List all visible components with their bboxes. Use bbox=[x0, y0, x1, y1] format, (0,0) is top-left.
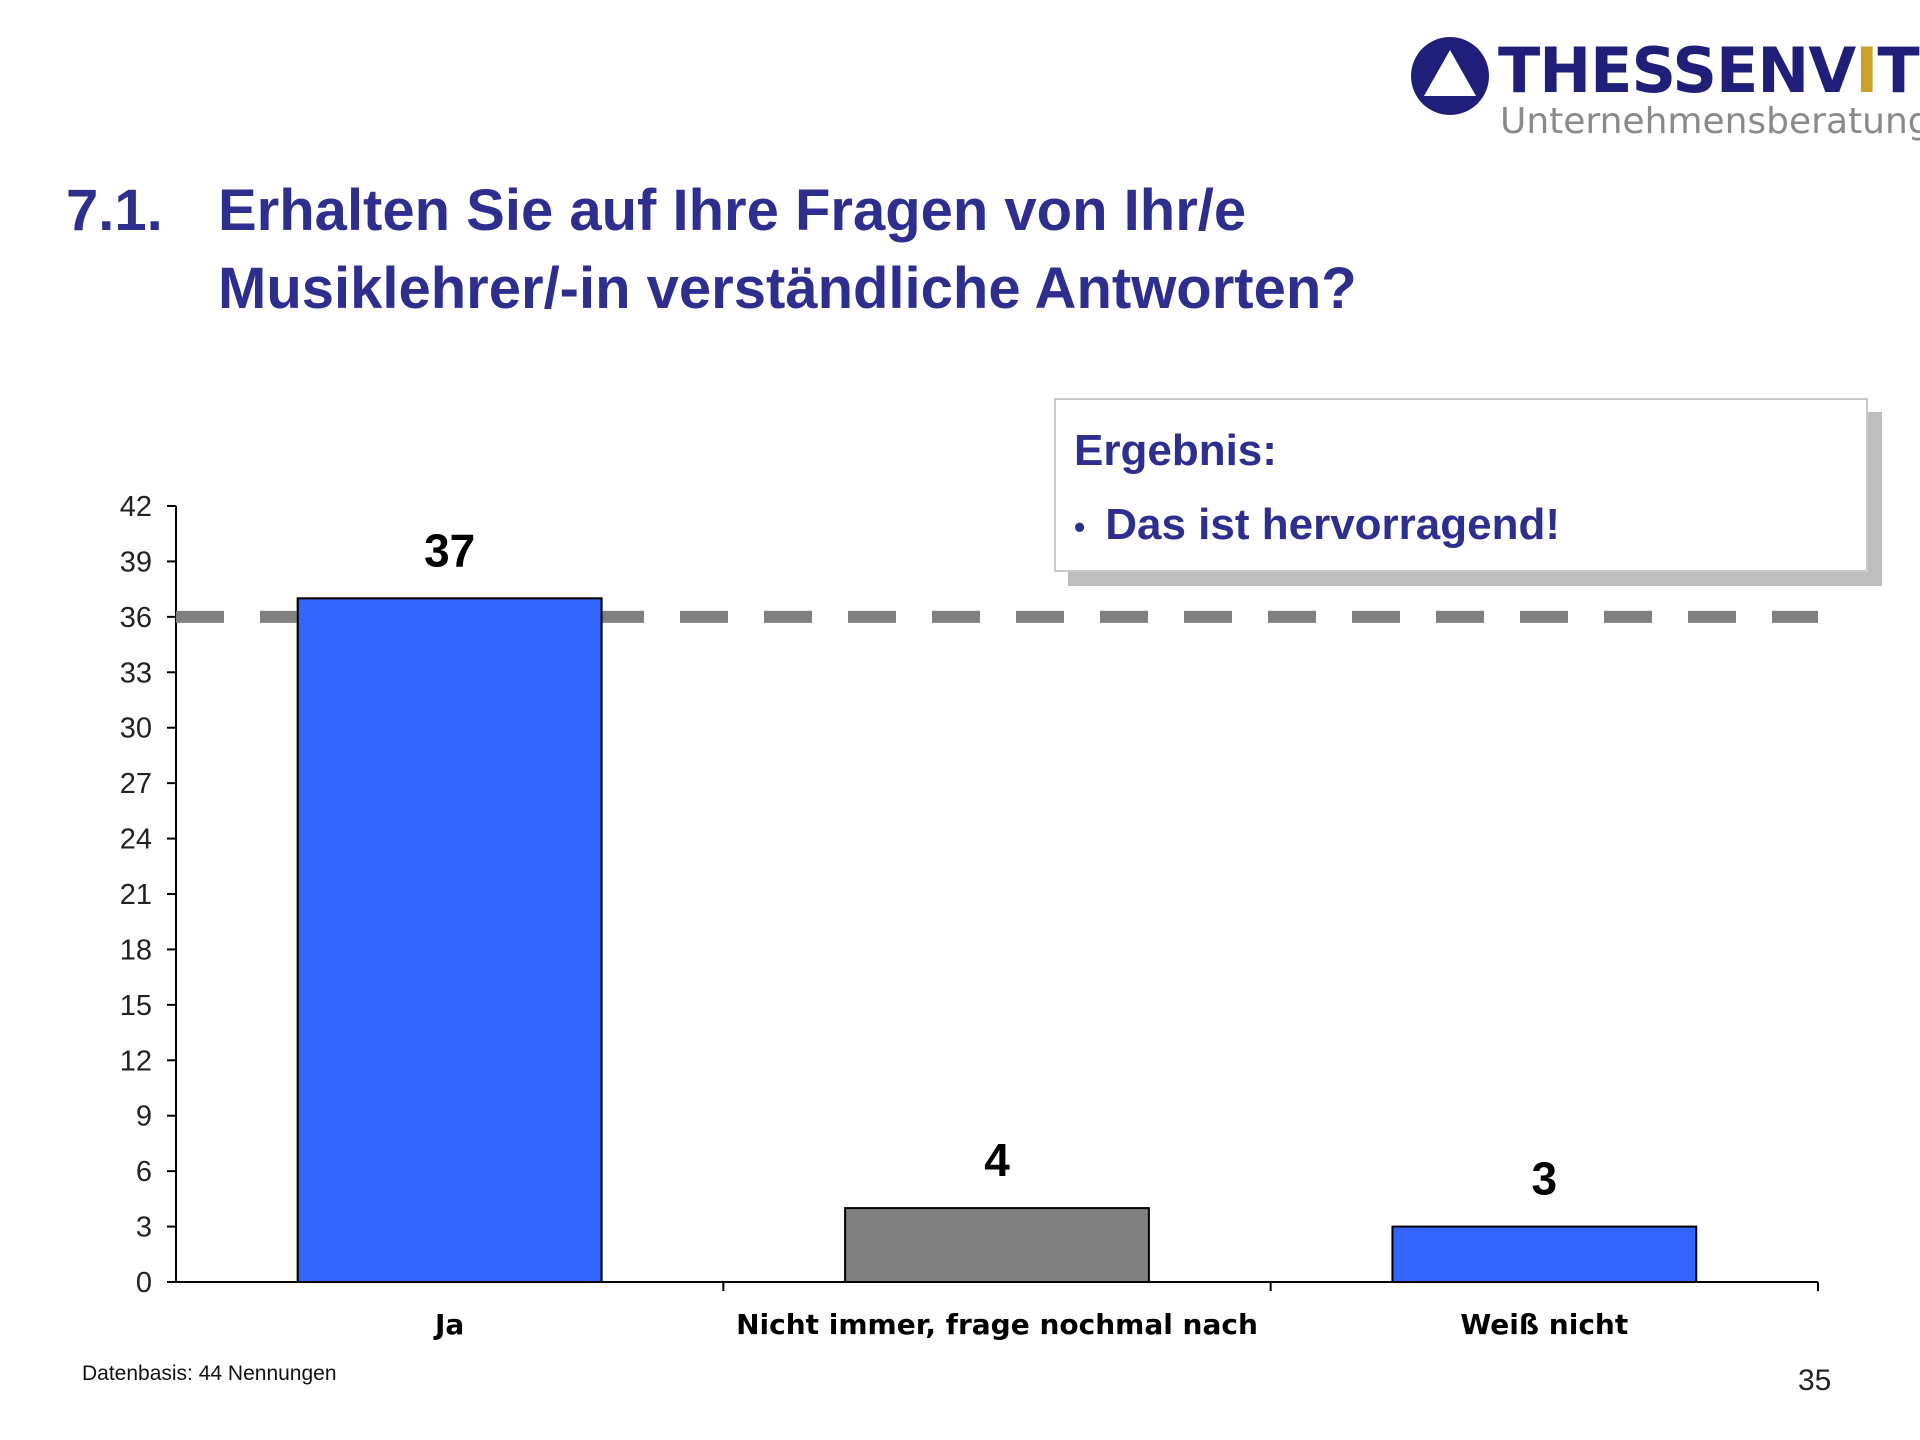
y-tick-label: 27 bbox=[120, 768, 152, 800]
y-tick-label: 18 bbox=[120, 934, 152, 966]
y-tick-label: 12 bbox=[120, 1045, 152, 1077]
y-tick-label: 24 bbox=[120, 824, 152, 856]
page-number: 35 bbox=[1798, 1364, 1832, 1397]
result-title: Ergebnis: bbox=[1074, 426, 1277, 475]
bar-overlay bbox=[296, 597, 603, 1283]
y-tick-label: 0 bbox=[136, 1267, 152, 1299]
y-tick-label: 33 bbox=[120, 657, 152, 689]
result-item-text: Das ist hervorragend! bbox=[1105, 500, 1561, 549]
bar bbox=[844, 1207, 1150, 1283]
y-tick-label: 3 bbox=[136, 1212, 152, 1244]
title-line-2: Musiklehrer/-in verständliche Antworten? bbox=[218, 256, 1357, 321]
y-tick-label: 42 bbox=[120, 491, 152, 523]
logo-brand: THESSENVITZ bbox=[1498, 34, 1920, 107]
y-tick-label: 39 bbox=[120, 546, 152, 578]
x-category-label: Ja bbox=[433, 1308, 464, 1341]
logo-triangle-icon bbox=[1411, 37, 1489, 115]
slide-question: Erhalten Sie auf Ihre Fragen von Ihr/e M… bbox=[218, 172, 1618, 328]
bar-value-label: 3 bbox=[1532, 1153, 1558, 1205]
logo-subtitle: Unternehmensberatung bbox=[1500, 101, 1920, 142]
result-item: • Das ist hervorragend! bbox=[1074, 500, 1560, 550]
x-category-label: Weiß nicht bbox=[1460, 1308, 1628, 1341]
company-logo: THESSENVITZ Unternehmensberatung bbox=[1408, 34, 1920, 154]
bullet-icon: • bbox=[1074, 508, 1086, 545]
slide-number: 7.1. bbox=[66, 178, 163, 243]
bar bbox=[1391, 1225, 1698, 1283]
data-basis-footnote: Datenbasis: 44 Nennungen bbox=[82, 1362, 337, 1385]
y-tick-label: 36 bbox=[120, 602, 152, 634]
bar-value-label: 4 bbox=[984, 1134, 1010, 1186]
title-line-1: Erhalten Sie auf Ihre Fragen von Ihr/e bbox=[218, 178, 1247, 243]
y-tick-label: 15 bbox=[120, 990, 152, 1022]
y-tick-label: 9 bbox=[136, 1101, 152, 1133]
result-box: Ergebnis: • Das ist hervorragend! bbox=[1054, 398, 1868, 572]
bar-value-label: 37 bbox=[424, 524, 475, 576]
y-tick-label: 30 bbox=[120, 713, 152, 745]
y-tick-label: 21 bbox=[120, 879, 152, 911]
y-tick-label: 6 bbox=[136, 1156, 152, 1188]
x-category-label: Nicht immer, frage nochmal nach bbox=[736, 1308, 1258, 1341]
